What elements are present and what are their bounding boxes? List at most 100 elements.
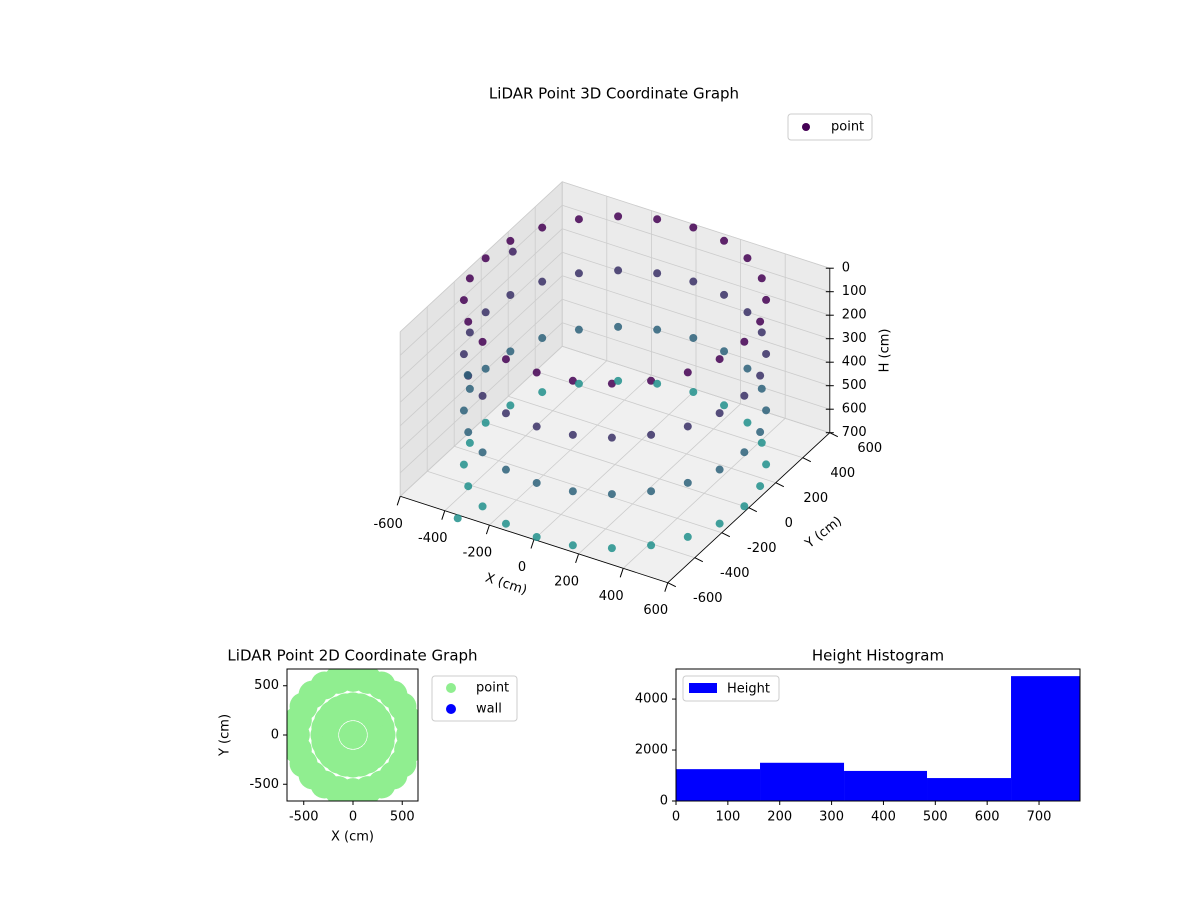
x-tick-label: 400 <box>871 810 896 825</box>
point <box>607 379 616 388</box>
point <box>683 368 692 377</box>
point <box>720 290 729 299</box>
grid-line <box>562 275 830 363</box>
x-tick <box>664 582 669 592</box>
point <box>506 236 515 245</box>
point <box>501 355 510 364</box>
legend-marker <box>802 123 810 131</box>
x-tick-label: 0 <box>518 560 526 575</box>
point <box>532 368 541 377</box>
point <box>757 328 766 337</box>
grid-line <box>562 204 830 293</box>
x-tick <box>396 496 401 506</box>
point <box>465 274 474 283</box>
point <box>464 482 473 491</box>
grid-line <box>399 228 563 380</box>
grid-line <box>454 445 722 534</box>
point <box>715 409 724 418</box>
x-tick <box>530 539 535 549</box>
chart-title: LiDAR Point 2D Coordinate Graph <box>227 647 477 665</box>
z-tick-label: 300 <box>842 331 867 346</box>
point <box>465 384 474 393</box>
bar <box>927 778 1012 801</box>
point <box>478 502 487 511</box>
point <box>465 438 474 447</box>
point <box>538 388 547 397</box>
grid-line <box>562 251 830 340</box>
x-tick-label: 600 <box>643 603 668 618</box>
point <box>506 347 515 356</box>
y-tick-label: 0 <box>785 516 793 531</box>
point <box>756 482 765 491</box>
point <box>683 532 692 541</box>
x-tick-label: 200 <box>554 574 579 589</box>
point <box>653 379 662 388</box>
y-tick <box>829 432 839 438</box>
point <box>614 322 623 331</box>
point <box>653 269 662 278</box>
point <box>689 277 698 286</box>
y-axis-label: Y (cm) <box>218 714 233 757</box>
z-tick-label: 0 <box>842 261 850 276</box>
z-tick-label: 200 <box>842 308 867 323</box>
grid-line <box>562 322 830 410</box>
point <box>464 317 473 326</box>
z-tick-label: 400 <box>842 355 867 370</box>
x-tick-label: 400 <box>599 589 624 604</box>
x-tick-label: -600 <box>373 517 403 532</box>
grid-line <box>399 252 563 403</box>
point <box>720 347 729 356</box>
point <box>743 254 752 263</box>
point <box>481 308 490 317</box>
point <box>743 308 752 317</box>
point <box>532 478 541 487</box>
point <box>481 254 490 263</box>
y-tick <box>667 582 677 588</box>
point <box>683 422 692 431</box>
y-tick-label: 0 <box>271 728 279 743</box>
point <box>394 735 418 764</box>
bar <box>1011 676 1080 801</box>
y-tick-label: 600 <box>857 441 882 456</box>
legend-marker <box>446 683 456 693</box>
point <box>743 364 752 373</box>
point <box>757 274 766 283</box>
point <box>715 519 724 528</box>
x-tick-label: 100 <box>715 810 740 825</box>
point <box>532 533 541 541</box>
x-tick <box>575 553 580 564</box>
point <box>465 328 474 337</box>
y-tick <box>694 557 704 563</box>
y-tick-label: 2000 <box>635 743 668 758</box>
point <box>756 428 765 437</box>
x-tick-label: 500 <box>390 810 415 825</box>
x-tick-label: 500 <box>923 810 948 825</box>
x-tick <box>619 568 624 578</box>
z-tick-label: 600 <box>842 402 867 417</box>
plot-area <box>287 669 418 801</box>
y-tick-label: 400 <box>830 466 855 481</box>
x-tick <box>441 510 446 520</box>
point <box>757 438 766 447</box>
legend-box <box>787 113 873 141</box>
point <box>740 391 749 400</box>
y-axis-line <box>667 432 831 583</box>
point <box>464 428 473 437</box>
point <box>501 519 510 528</box>
point <box>762 295 771 304</box>
x-tick-label: 0 <box>349 810 357 825</box>
legend-label: Height <box>727 682 770 697</box>
grid-line <box>562 298 830 387</box>
point <box>481 364 490 373</box>
point <box>463 371 472 380</box>
y-tick-label: -200 <box>747 541 777 556</box>
z-axis-label: H (cm) <box>877 329 892 373</box>
point <box>756 317 765 326</box>
bar <box>844 770 928 801</box>
x-tick-label: 200 <box>767 810 792 825</box>
point <box>366 728 395 757</box>
y-tick-label: 0 <box>660 794 668 809</box>
point <box>762 460 771 469</box>
bar <box>676 769 761 801</box>
point <box>574 379 583 388</box>
